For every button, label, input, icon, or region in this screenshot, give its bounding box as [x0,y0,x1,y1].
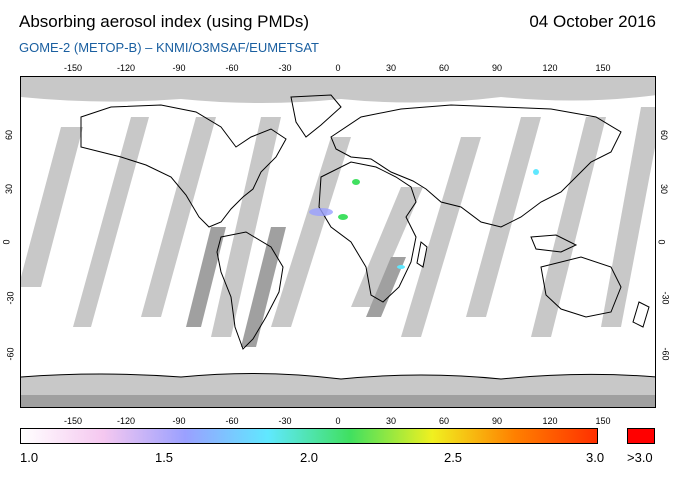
swath-gaps [21,107,655,337]
colorbar-label: 1.5 [154,450,174,465]
colorbar-label: 1.0 [20,450,39,465]
lon-tick-bottom: -150 [63,416,83,426]
lon-tick-top: 0 [335,63,341,73]
lon-tick-bottom: -30 [278,416,292,426]
lat-tick-left: -30 [5,291,16,305]
lon-tick-bottom: 120 [542,416,558,426]
eurasia [330,104,622,228]
swath-gaps-dark [186,227,406,347]
lon-tick-top: 30 [385,63,397,73]
lat-tick-right: -60 [660,347,671,361]
new-zealand [632,301,650,328]
lon-tick-top: 150 [595,63,611,73]
arctic-no-data [21,77,655,103]
lon-tick-bottom: -120 [116,416,136,426]
greenland [290,94,342,138]
lat-tick-right: -30 [660,291,671,305]
colorbar-label: 2.5 [443,450,463,465]
lon-tick-bottom: 60 [438,416,450,426]
indonesia [530,234,578,253]
aerosol-hotspots [309,169,539,269]
lat-tick-left: -60 [5,347,16,361]
north-america [80,104,287,228]
africa [318,161,417,303]
lat-tick-left: 0 [1,239,12,245]
lat-tick-right: 0 [656,239,667,245]
lon-tick-bottom: 90 [491,416,503,426]
map-date: 04 October 2016 [529,12,656,31]
lon-tick-bottom: -60 [225,416,239,426]
map-title: Absorbing aerosol index (using PMDs) [19,12,310,31]
lon-tick-top: -60 [225,63,239,73]
colorbar-max-label: >3.0 [627,450,653,465]
lon-tick-top: -150 [63,63,83,73]
lat-tick-right: 30 [659,183,670,195]
colorbar-max-swatch [627,428,655,444]
lon-tick-top: 120 [542,63,558,73]
colorbar-label: 3.0 [586,450,605,465]
antarctic-dark [21,395,655,407]
madagascar [416,241,428,268]
colorbar-label: 2.0 [299,450,319,465]
south-america [216,231,284,350]
australia [540,256,622,318]
lon-tick-top: -90 [172,63,186,73]
coastlines [21,94,655,380]
map-subtitle: GOME-2 (METOP-B) – KNMI/O3MSAF/EUMETSAT [19,40,319,55]
lat-tick-right: 60 [659,129,670,141]
lat-tick-left: 30 [4,183,15,195]
lon-tick-bottom: 30 [385,416,397,426]
antarctica [21,372,655,380]
map-svg [21,77,655,407]
lon-tick-top: 60 [438,63,450,73]
lon-tick-top: 90 [491,63,503,73]
lon-tick-bottom: 150 [595,416,611,426]
lon-tick-top: -120 [116,63,136,73]
lon-tick-top: -30 [278,63,292,73]
aerosol-map [20,76,656,408]
lat-tick-left: 60 [4,129,15,141]
lon-tick-bottom: 0 [335,416,341,426]
lon-tick-bottom: -90 [172,416,186,426]
colorbar-gradient [20,428,598,444]
